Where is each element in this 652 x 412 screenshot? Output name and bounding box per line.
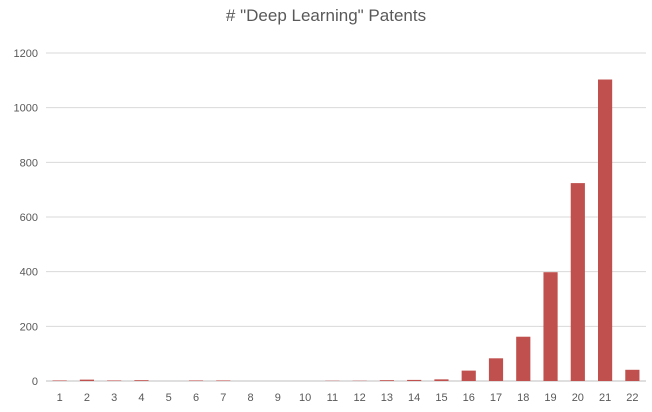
bar [543, 272, 558, 381]
x-tick-label: 15 [435, 392, 447, 404]
x-tick-label: 2 [84, 392, 90, 404]
x-tick-label: 17 [490, 392, 502, 404]
bar [434, 379, 449, 381]
bar [598, 79, 613, 381]
x-tick-label: 4 [138, 392, 144, 404]
x-tick-label: 22 [626, 392, 638, 404]
bar [516, 336, 531, 381]
bar [461, 370, 476, 381]
x-tick-label: 7 [220, 392, 226, 404]
y-tick-label: 400 [20, 267, 38, 279]
x-tick-label: 1 [57, 392, 63, 404]
x-tick-label: 5 [166, 392, 172, 404]
y-tick-label: 1000 [14, 103, 38, 115]
x-tick-label: 21 [599, 392, 611, 404]
y-tick-label: 600 [20, 212, 38, 224]
y-tick-label: 800 [20, 157, 38, 169]
x-tick-label: 16 [463, 392, 475, 404]
x-tick-label: 13 [381, 392, 393, 404]
x-tick-label: 10 [299, 392, 311, 404]
x-tick-label: 18 [517, 392, 529, 404]
bar [407, 379, 422, 381]
x-tick-label: 20 [572, 392, 584, 404]
bar [216, 380, 231, 381]
bars [52, 79, 640, 381]
x-tick-label: 9 [275, 392, 281, 404]
chart-title: # "Deep Learning" Patents [226, 6, 426, 25]
bar [570, 183, 585, 381]
x-tick-label: 3 [111, 392, 117, 404]
bar [52, 380, 67, 381]
x-tick-label: 12 [354, 392, 366, 404]
y-tick-label: 0 [32, 376, 38, 388]
gridlines [46, 52, 646, 382]
bar [488, 358, 504, 381]
x-tick-label: 8 [247, 392, 253, 404]
y-tick-label: 1200 [14, 48, 38, 60]
x-tick-label: 14 [408, 392, 420, 404]
bar [79, 379, 94, 381]
y-tick-label: 200 [20, 321, 38, 333]
bar [625, 369, 640, 381]
bar [107, 380, 122, 381]
x-tick-label: 6 [193, 392, 199, 404]
bar [188, 380, 204, 381]
bar [134, 380, 149, 381]
x-tick-label: 11 [327, 392, 338, 404]
bar [379, 380, 394, 381]
y-axis-ticks: 0 200 400 600 800 1000 1200 [14, 48, 38, 388]
x-tick-label: 19 [544, 392, 556, 404]
x-axis-ticks: 1 2 3 4 5 6 7 8 9 10 11 12 13 14 15 16 17 18 19 20 21 22 [57, 392, 639, 404]
